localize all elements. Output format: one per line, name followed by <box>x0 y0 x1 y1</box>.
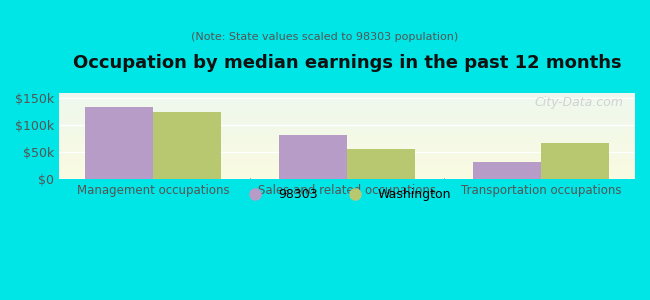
Bar <box>59 159 635 160</box>
Bar <box>59 130 635 131</box>
Bar <box>59 96 635 97</box>
Bar <box>59 175 635 176</box>
Text: City-Data.com: City-Data.com <box>534 96 623 109</box>
Bar <box>59 142 635 143</box>
Bar <box>473 162 541 179</box>
Bar <box>59 93 635 94</box>
Bar <box>59 128 635 129</box>
Legend: 98303, Washington: 98303, Washington <box>238 183 456 206</box>
Bar <box>59 125 635 126</box>
Bar <box>59 137 635 138</box>
Bar <box>59 158 635 159</box>
Bar <box>59 172 635 173</box>
Bar <box>59 165 635 166</box>
Bar <box>59 140 635 141</box>
Bar <box>279 135 347 179</box>
Bar <box>59 160 635 161</box>
Bar <box>59 117 635 118</box>
Bar <box>59 119 635 120</box>
Bar <box>59 114 635 115</box>
Bar <box>59 123 635 124</box>
Bar <box>59 141 635 142</box>
Bar <box>59 170 635 171</box>
Bar <box>59 148 635 149</box>
Bar <box>59 177 635 178</box>
Bar <box>59 164 635 165</box>
Bar <box>59 110 635 111</box>
Bar <box>59 95 635 96</box>
Bar <box>59 105 635 106</box>
Bar <box>59 124 635 125</box>
Bar <box>59 136 635 137</box>
Bar <box>59 173 635 174</box>
Bar <box>59 129 635 130</box>
Bar <box>59 99 635 100</box>
Bar <box>59 146 635 147</box>
Bar <box>59 116 635 117</box>
Bar <box>59 154 635 155</box>
Bar <box>59 144 635 145</box>
Bar <box>59 121 635 122</box>
Bar <box>59 111 635 112</box>
Bar <box>59 152 635 153</box>
Bar <box>59 176 635 177</box>
Bar <box>59 166 635 167</box>
Bar <box>59 115 635 116</box>
Bar <box>59 113 635 114</box>
Bar <box>347 149 415 179</box>
Bar <box>59 162 635 163</box>
Bar <box>59 97 635 98</box>
Bar <box>59 147 635 148</box>
Bar <box>59 94 635 95</box>
Bar <box>59 153 635 154</box>
Bar <box>59 139 635 140</box>
Bar <box>59 106 635 107</box>
Bar <box>59 168 635 169</box>
Bar <box>59 145 635 146</box>
Bar <box>59 107 635 108</box>
Bar <box>59 98 635 99</box>
Bar <box>59 112 635 113</box>
Bar <box>59 134 635 135</box>
Bar <box>59 149 635 150</box>
Title: Occupation by median earnings in the past 12 months: Occupation by median earnings in the pas… <box>73 54 621 72</box>
Text: (Note: State values scaled to 98303 population): (Note: State values scaled to 98303 popu… <box>191 32 459 41</box>
Bar <box>59 135 635 136</box>
Bar <box>59 108 635 109</box>
Bar <box>59 143 635 144</box>
Bar <box>59 169 635 170</box>
Bar <box>59 151 635 152</box>
Bar <box>59 155 635 156</box>
Bar <box>59 104 635 105</box>
Bar <box>59 157 635 158</box>
Bar <box>541 143 609 179</box>
Bar <box>59 127 635 128</box>
Bar <box>59 120 635 121</box>
Bar <box>59 174 635 175</box>
Bar <box>59 171 635 172</box>
Bar <box>59 156 635 157</box>
Bar <box>59 150 635 151</box>
Bar <box>59 167 635 168</box>
Bar <box>59 132 635 133</box>
Bar <box>85 106 153 179</box>
Bar <box>59 131 635 132</box>
Bar <box>59 133 635 134</box>
Bar <box>59 100 635 101</box>
Bar <box>59 122 635 123</box>
Bar <box>59 118 635 119</box>
Bar <box>59 102 635 103</box>
Bar <box>59 161 635 162</box>
Bar <box>59 103 635 104</box>
Bar <box>59 126 635 127</box>
Bar <box>59 169 635 170</box>
Bar <box>59 163 635 164</box>
Bar <box>59 101 635 102</box>
Bar <box>59 138 635 139</box>
Bar <box>59 178 635 179</box>
Bar <box>153 112 221 179</box>
